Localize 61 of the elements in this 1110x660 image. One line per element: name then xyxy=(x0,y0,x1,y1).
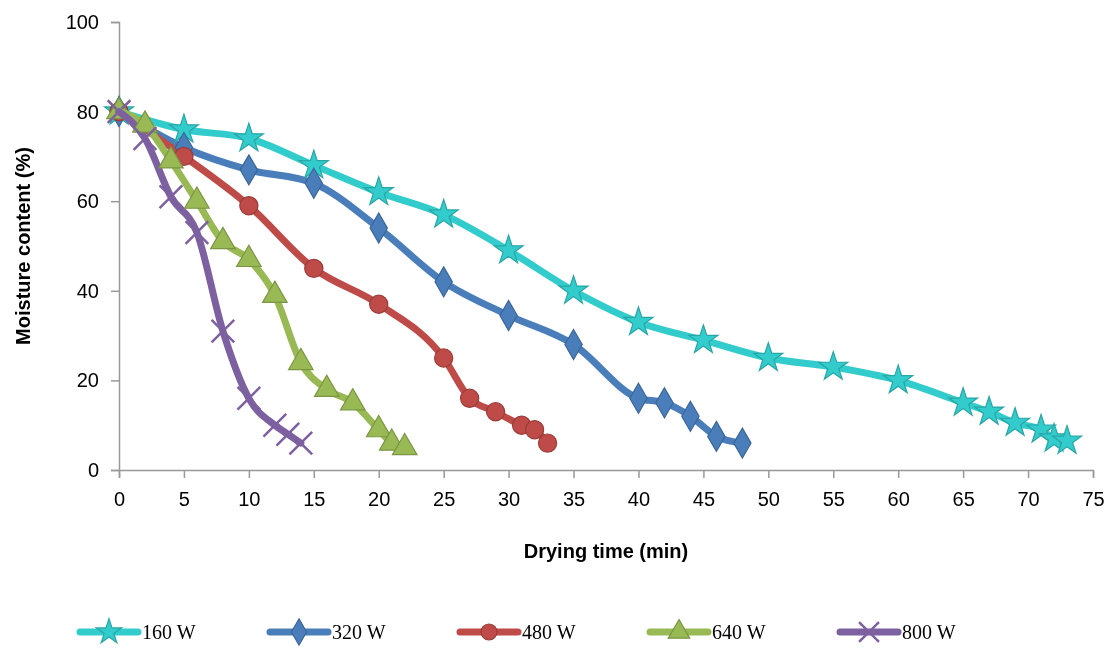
point xyxy=(537,433,558,453)
x-tick-label: 70 xyxy=(1017,488,1040,511)
x-tick-label: 55 xyxy=(822,488,845,511)
point xyxy=(262,412,288,438)
point xyxy=(459,388,480,408)
point xyxy=(210,318,236,344)
x-axis-title: Drying time (min) xyxy=(523,540,689,562)
y-tick-label: 0 xyxy=(87,458,99,481)
y-tick-label: 60 xyxy=(76,190,99,213)
x-tick-label: 10 xyxy=(238,488,261,511)
point xyxy=(363,176,394,206)
x-tick-label: 75 xyxy=(1082,488,1105,511)
x-tick-label: 40 xyxy=(627,488,651,511)
point xyxy=(236,385,262,411)
point xyxy=(239,196,259,216)
point xyxy=(428,198,459,228)
point xyxy=(688,324,719,353)
point xyxy=(1000,407,1031,436)
point xyxy=(818,351,849,380)
point xyxy=(132,125,158,152)
legend-label: 320 W xyxy=(332,621,386,643)
point xyxy=(433,348,454,368)
x-tick-label: 35 xyxy=(562,488,586,511)
legend-label: 640 W xyxy=(712,621,766,643)
point xyxy=(369,294,389,314)
point xyxy=(275,421,301,447)
x-tick-label: 5 xyxy=(178,488,190,511)
legend-label: 160 W xyxy=(142,621,196,643)
point xyxy=(1051,425,1083,454)
point xyxy=(524,420,545,440)
y-tick-label: 40 xyxy=(76,279,99,302)
x-tick-label: 20 xyxy=(368,488,391,511)
point xyxy=(304,258,324,279)
point xyxy=(493,234,524,264)
point xyxy=(184,219,210,246)
point xyxy=(288,430,314,456)
point xyxy=(753,342,784,371)
point xyxy=(623,306,654,336)
point xyxy=(948,386,979,416)
point xyxy=(883,364,914,394)
x-tick-label: 45 xyxy=(692,488,716,511)
legend-label: 800 W xyxy=(902,621,956,643)
point xyxy=(233,122,264,152)
x-tick-label: 25 xyxy=(433,488,456,511)
point xyxy=(974,395,1005,425)
x-tick-label: 60 xyxy=(887,488,910,511)
x-tick-label: 65 xyxy=(952,488,975,511)
x-tick-label: 30 xyxy=(497,488,521,511)
x-tick-label: 0 xyxy=(113,488,126,511)
x-tick-label: 15 xyxy=(303,488,326,511)
y-axis-title: Moisture content (%) xyxy=(12,147,34,345)
point xyxy=(158,184,184,210)
point xyxy=(558,274,589,304)
y-tick-label: 100 xyxy=(65,10,99,33)
y-tick-label: 20 xyxy=(76,369,99,392)
point xyxy=(485,402,506,422)
legend-label: 480 W xyxy=(522,621,576,643)
point xyxy=(298,149,329,179)
x-tick-label: 50 xyxy=(757,488,780,511)
y-tick-label: 80 xyxy=(76,100,99,123)
point xyxy=(168,113,200,143)
